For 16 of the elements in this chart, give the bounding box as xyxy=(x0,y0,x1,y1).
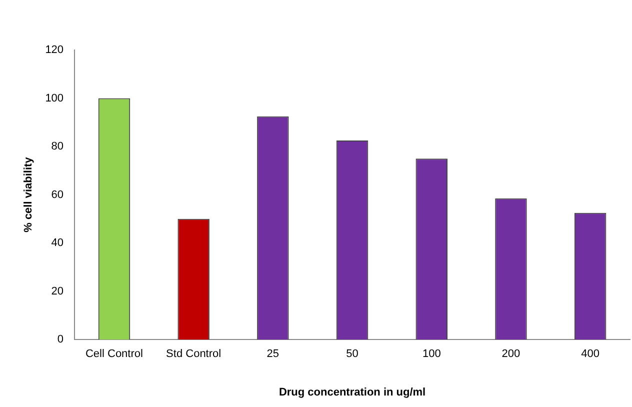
y-tick-label: 100 xyxy=(45,92,64,104)
y-tick-label: 120 xyxy=(45,44,64,56)
y-tick-label: 20 xyxy=(51,285,64,298)
x-tick-label: Std Control xyxy=(166,348,222,360)
y-tick-label: 60 xyxy=(51,188,64,201)
x-tick-label: 400 xyxy=(581,348,600,360)
x-tick-label: 100 xyxy=(422,348,441,360)
x-tick-label: 50 xyxy=(346,348,358,360)
y-tick-label: 80 xyxy=(51,140,64,153)
y-tick-label: 0 xyxy=(57,334,64,346)
x-tick-label: 200 xyxy=(502,348,520,360)
x-axis-title: Drug concentration in ug/ml xyxy=(278,386,426,398)
y-axis-title: % cell viability xyxy=(22,156,35,232)
y-tick-label: 40 xyxy=(51,237,64,250)
x-tick-label: 25 xyxy=(266,348,280,360)
x-tick-label: Cell Control xyxy=(85,348,143,360)
